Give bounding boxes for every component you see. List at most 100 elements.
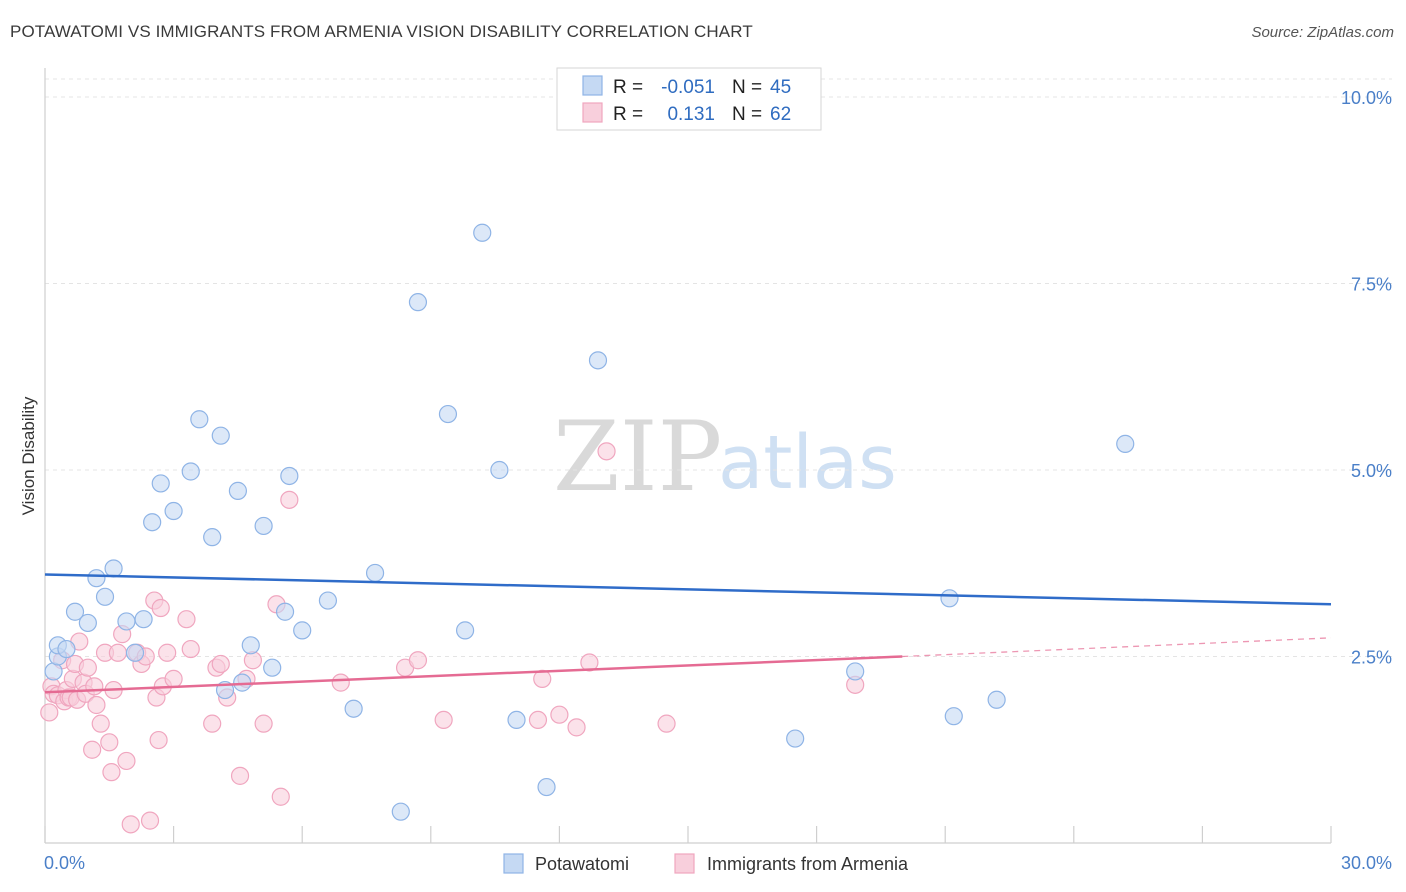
y-tick-labels: 2.5% 5.0% 7.5% 10.0% (1341, 88, 1392, 668)
series-legend-label-potawatomi: Potawatomi (535, 854, 629, 874)
point-armenia-17 (85, 677, 104, 696)
point-potawatomi-12 (143, 513, 162, 532)
point-armenia-0 (40, 703, 59, 722)
y-axis-label: Vision Disability (19, 396, 38, 515)
point-potawatomi-34 (455, 621, 475, 640)
trend-line-potawatomi (44, 573, 1332, 606)
point-armenia-38 (164, 669, 183, 688)
x-tick-label-max: 30.0% (1341, 853, 1392, 873)
trend-line-armenia-extension (902, 637, 1332, 658)
point-armenia-37 (158, 643, 177, 662)
point-armenia-62 (657, 714, 676, 733)
point-potawatomi-13 (151, 474, 170, 493)
point-potawatomi-15 (181, 462, 200, 481)
watermark-atlas: atlas (718, 420, 897, 506)
point-potawatomi-36 (490, 460, 509, 480)
point-potawatomi-25 (275, 602, 295, 621)
y-tick-label-3: 10.0% (1341, 88, 1392, 108)
point-potawatomi-10 (125, 643, 145, 662)
point-potawatomi-24 (263, 658, 282, 677)
source-label: Source: ZipAtlas.com (1251, 24, 1394, 41)
point-potawatomi-40 (786, 729, 805, 748)
point-armenia-48 (254, 714, 273, 733)
legend-r-value-1: -0.051 (661, 77, 715, 98)
point-armenia-39 (177, 610, 196, 629)
legend-n-value-2: 62 (770, 104, 791, 125)
point-armenia-58 (550, 705, 569, 724)
point-potawatomi-26 (280, 466, 299, 486)
point-potawatomi-45 (1116, 434, 1135, 453)
legend-swatch-armenia (582, 102, 603, 123)
series-legend-label-armenia: Immigrants from Armenia (707, 854, 909, 874)
point-armenia-55 (434, 710, 453, 730)
point-armenia-54 (408, 651, 428, 670)
point-armenia-61 (597, 442, 616, 461)
point-armenia-24 (108, 643, 127, 662)
trend-line-armenia (44, 655, 903, 694)
trend-lines (44, 573, 1332, 694)
point-armenia-27 (121, 815, 140, 834)
point-potawatomi-5 (78, 613, 97, 633)
point-potawatomi-22 (241, 636, 260, 655)
point-potawatomi-42 (940, 589, 959, 608)
point-potawatomi-4 (65, 602, 85, 621)
x-ticks (44, 826, 1332, 843)
point-potawatomi-30 (365, 563, 385, 583)
y-tick-label-2: 7.5% (1351, 275, 1392, 295)
point-potawatomi-17 (203, 528, 222, 547)
point-potawatomi-0 (44, 662, 63, 681)
data-points (40, 223, 1135, 834)
point-armenia-31 (140, 811, 160, 830)
point-potawatomi-43 (944, 707, 963, 726)
point-armenia-21 (100, 733, 119, 752)
legend-r-label-2: R = (613, 104, 643, 125)
point-armenia-15 (78, 658, 97, 677)
legend-swatch-potawatomi (582, 75, 603, 96)
point-armenia-34 (149, 730, 168, 750)
point-armenia-56 (528, 710, 548, 730)
point-potawatomi-28 (318, 591, 338, 610)
point-potawatomi-14 (164, 501, 183, 521)
series-legend-swatch-armenia (674, 853, 695, 874)
y-tick-label-0: 2.5% (1351, 648, 1392, 668)
point-armenia-19 (91, 714, 110, 733)
point-potawatomi-33 (438, 404, 458, 424)
point-potawatomi-23 (254, 516, 273, 536)
point-armenia-16 (83, 740, 102, 759)
legend-n-label-2: N = (732, 104, 762, 125)
y-tick-label-1: 5.0% (1351, 461, 1392, 481)
point-armenia-18 (87, 695, 106, 715)
point-potawatomi-8 (104, 559, 123, 578)
point-potawatomi-27 (293, 621, 312, 640)
point-armenia-22 (102, 763, 121, 782)
point-potawatomi-29 (344, 699, 363, 718)
point-potawatomi-35 (473, 223, 492, 242)
point-armenia-35 (151, 598, 170, 618)
legend-r-label-1: R = (613, 77, 643, 98)
gridlines (45, 78, 1392, 657)
point-armenia-60 (580, 653, 599, 672)
legend-n-label-1: N = (732, 77, 762, 98)
point-potawatomi-6 (87, 569, 106, 588)
series-legend-swatch-potawatomi (503, 853, 524, 874)
stats-legend: R = -0.051 N = 45 R = 0.131 N = 62 (556, 67, 822, 131)
point-potawatomi-9 (117, 612, 136, 631)
point-armenia-45 (230, 766, 250, 785)
series-legend: Potawatomi Immigrants from Armenia (503, 853, 909, 874)
legend-n-value-1: 45 (770, 77, 791, 98)
point-potawatomi-20 (228, 481, 247, 500)
legend-r-value-2: 0.131 (667, 104, 715, 125)
point-potawatomi-18 (211, 426, 230, 445)
point-armenia-47 (243, 651, 263, 670)
point-armenia-26 (117, 751, 136, 771)
point-potawatomi-11 (134, 610, 153, 629)
point-potawatomi-41 (846, 662, 865, 681)
point-potawatomi-37 (507, 710, 526, 730)
x-tick-label-min: 0.0% (44, 853, 85, 873)
point-potawatomi-31 (391, 802, 410, 821)
point-potawatomi-38 (537, 777, 556, 797)
point-potawatomi-7 (95, 587, 115, 606)
point-potawatomi-32 (408, 293, 428, 312)
watermark-zip: ZIP (553, 401, 722, 513)
